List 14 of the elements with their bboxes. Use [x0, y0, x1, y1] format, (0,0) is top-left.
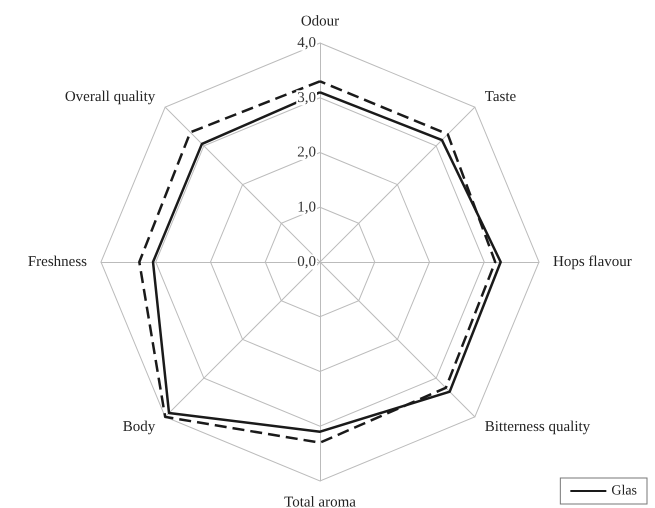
- spoke-label: Body: [122, 418, 156, 435]
- y-tick-label: 4,0: [297, 35, 316, 51]
- legend-label: Glas: [611, 484, 638, 498]
- spoke-label: Odour: [300, 14, 340, 30]
- spoke-label: Bitterness quality: [484, 418, 591, 435]
- spoke-label: Freshness: [28, 254, 88, 270]
- y-tick-label: 2,0: [297, 144, 316, 160]
- spoke-label: Total aroma: [284, 494, 356, 508]
- spoke-label: Hops flavour: [553, 254, 632, 270]
- y-tick-label: 1,0: [297, 199, 316, 216]
- y-tick-label: 0,0: [297, 254, 316, 270]
- spoke-label: Overall quality: [64, 89, 156, 106]
- y-tick-label: 3,0: [297, 90, 316, 106]
- spoke-label: Taste: [484, 89, 517, 106]
